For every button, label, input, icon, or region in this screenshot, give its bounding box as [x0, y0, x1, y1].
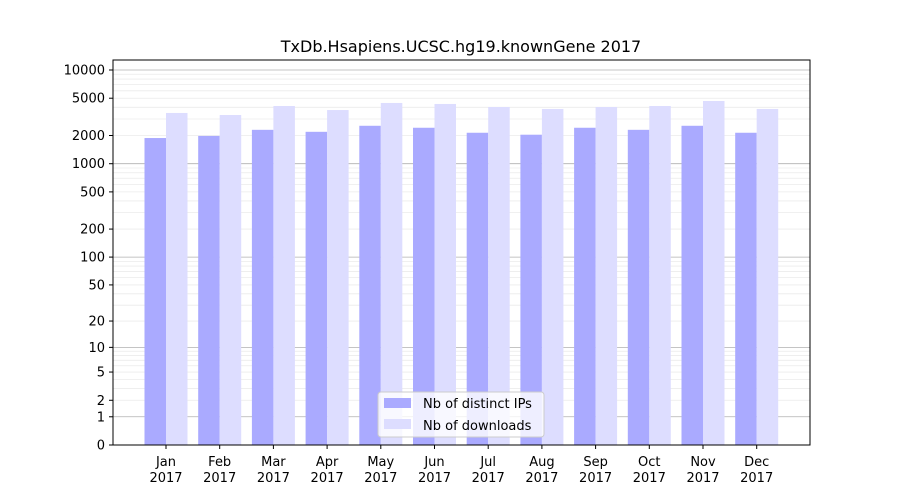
bar-downloads — [380, 102, 403, 446]
y-axis: 0 12 5 10 20 50 100 200 500 1000 2000 5000 10000 — [64, 63, 113, 454]
x-tick-label: Jul — [479, 455, 496, 470]
legend: Nb of distinct IPs Nb of downloads — [377, 391, 545, 438]
bar-distinct-ips — [627, 129, 650, 445]
y-tick-label: 1 — [97, 410, 105, 425]
x-tick-label: 2017 — [418, 471, 451, 486]
legend-box — [377, 391, 545, 438]
legend-swatch-ips — [384, 398, 411, 408]
y-tick-label: 200 — [80, 223, 105, 238]
bar-downloads — [273, 105, 295, 446]
bar-downloads — [488, 106, 510, 445]
bars — [144, 100, 779, 446]
bar-downloads — [434, 103, 456, 446]
bar-distinct-ips — [681, 125, 703, 445]
x-tick-label: Aug — [529, 455, 554, 470]
x-tick-label: Nov — [690, 455, 716, 470]
x-tick-label: Oct — [638, 455, 660, 470]
bar-distinct-ips — [735, 132, 757, 445]
y-tick-label: 2 — [97, 394, 105, 409]
bar-distinct-ips — [466, 132, 489, 445]
bar-downloads — [649, 105, 671, 446]
y-tick-label: 1000 — [72, 157, 105, 172]
x-tick-label: 2017 — [525, 471, 558, 486]
x-tick-label: 2017 — [364, 471, 397, 486]
bar-downloads — [219, 115, 242, 445]
bar-downloads — [595, 106, 618, 445]
bar-distinct-ips — [305, 131, 328, 446]
y-tick-label: 10 — [88, 341, 105, 356]
x-tick-label: May — [367, 455, 394, 470]
chart-title: TxDb.Hsapiens.UCSC.hg19.knownGene 2017 — [280, 37, 641, 56]
legend-label-ips: Nb of distinct IPs — [423, 397, 532, 412]
x-axis: Jan2017Feb2017Mar2017Apr2017May2017Jun20… — [149, 445, 773, 486]
y-tick-label: 50 — [88, 278, 105, 293]
bar-distinct-ips — [251, 129, 274, 445]
bar-downloads — [703, 100, 725, 445]
bar-downloads — [327, 110, 349, 445]
legend-swatch-downloads — [384, 419, 411, 429]
x-tick-label: 2017 — [203, 471, 236, 486]
y-tick-label: 2000 — [72, 129, 105, 144]
y-tick-label: 5000 — [72, 92, 105, 107]
legend-label-downloads: Nb of downloads — [423, 419, 532, 434]
bar-distinct-ips — [144, 138, 166, 445]
bar-downloads — [166, 112, 188, 446]
x-tick-label: 2017 — [740, 471, 773, 486]
y-tick-label: 10000 — [64, 63, 105, 78]
x-tick-label: Apr — [316, 455, 339, 470]
bar-distinct-ips — [413, 127, 435, 445]
y-tick-label: 500 — [80, 185, 105, 200]
bar-downloads — [541, 108, 564, 445]
x-tick-label: Jan — [155, 455, 176, 470]
y-tick-label: 20 — [88, 315, 105, 330]
x-tick-label: 2017 — [311, 471, 344, 486]
bar-distinct-ips — [520, 134, 542, 446]
x-tick-label: 2017 — [149, 471, 182, 486]
x-tick-label: 2017 — [633, 471, 666, 486]
x-tick-label: Feb — [208, 455, 231, 470]
x-tick-label: 2017 — [257, 471, 290, 486]
x-tick-label: Dec — [744, 455, 769, 470]
bar-distinct-ips — [359, 125, 381, 445]
bar-downloads — [756, 108, 779, 445]
axes-frame — [112, 59, 811, 446]
x-tick-label: Sep — [583, 455, 608, 470]
x-tick-label: 2017 — [579, 471, 612, 486]
x-tick-label: 2017 — [686, 471, 719, 486]
x-tick-label: Jun — [423, 455, 444, 470]
y-tick-label: 5 — [97, 366, 105, 381]
x-tick-label: 2017 — [472, 471, 505, 486]
bar-distinct-ips — [198, 135, 220, 445]
y-tick-label: 0 — [97, 439, 105, 454]
bar-distinct-ips — [574, 127, 596, 445]
x-tick-label: Mar — [261, 455, 286, 470]
y-tick-label: 100 — [80, 251, 105, 266]
